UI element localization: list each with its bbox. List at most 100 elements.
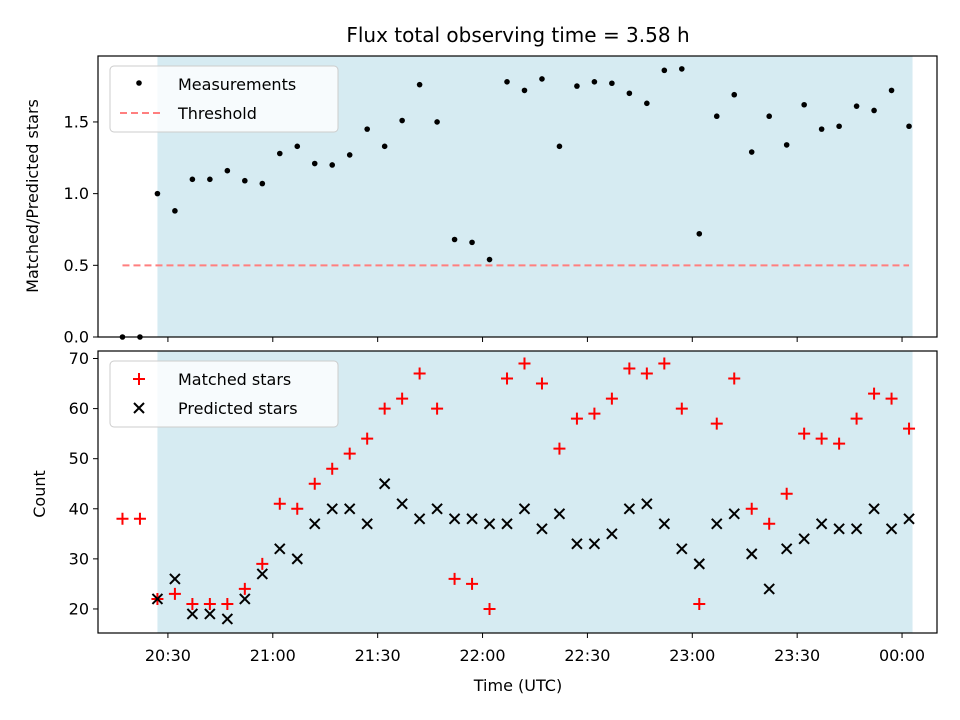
predicted-stars-point	[431, 503, 443, 515]
bottom-plot-marks	[116, 357, 916, 625]
legend-threshold-label: Threshold	[177, 104, 257, 123]
x-tick-label: 00:00	[879, 646, 925, 665]
top-plot-marks	[119, 66, 912, 340]
predicted-stars-point	[536, 523, 548, 535]
measurement-point	[853, 103, 860, 109]
predicted-stars-point	[868, 503, 880, 515]
predicted-stars-point	[746, 548, 758, 560]
measurement-point	[783, 142, 790, 148]
predicted-stars-point	[676, 543, 688, 555]
bottom-x-axis-label: Time (UTC)	[473, 676, 562, 695]
matched-stars-point	[501, 372, 514, 385]
measurement-point	[644, 100, 650, 107]
top-y-axis-label: Matched/Predicted stars	[23, 99, 42, 293]
predicted-stars-point	[378, 478, 391, 490]
matched-stars-point	[763, 517, 776, 530]
predicted-stars-point	[501, 518, 513, 530]
measurement-point	[556, 143, 563, 150]
legend-measurements-swatch	[136, 80, 142, 86]
matched-stars-point	[396, 392, 409, 405]
measurement-point	[224, 167, 231, 174]
matched-stars-point	[623, 362, 636, 375]
predicted-stars-point	[553, 508, 566, 520]
measurement-point	[906, 123, 912, 130]
legend-predicted-label: Predicted stars	[178, 399, 298, 418]
y-tick-label: 0.5	[64, 256, 89, 275]
y-tick-label: 40	[69, 499, 89, 518]
matched-stars-point	[343, 447, 356, 460]
measurement-point	[504, 79, 510, 85]
x-tick-label: 21:00	[250, 646, 296, 665]
predicted-stars-point	[518, 503, 531, 515]
predicted-stars-point	[239, 593, 251, 605]
matched-stars-point	[483, 602, 496, 615]
matched-stars-point	[728, 372, 741, 385]
bottom-y-axis-label: Count	[30, 470, 49, 518]
measurement-point	[713, 113, 720, 120]
matched-stars-point	[291, 502, 304, 515]
measurement-point	[259, 180, 266, 187]
matched-stars-point	[570, 412, 583, 425]
matched-stars-point	[448, 572, 461, 585]
predicted-stars-point	[798, 533, 810, 545]
measurement-point	[591, 79, 598, 85]
matched-stars-point	[798, 427, 811, 440]
predicted-stars-point	[780, 543, 793, 555]
measurement-point	[189, 176, 196, 183]
predicted-stars-point	[641, 498, 653, 510]
top-chart-title: Flux total observing time = 3.58 h	[346, 23, 689, 47]
measurement-point	[381, 143, 388, 150]
measurement-point	[766, 113, 772, 120]
matched-stars-point	[885, 392, 898, 405]
predicted-stars-point	[763, 583, 775, 595]
y-tick-label: 0.0	[64, 328, 89, 347]
predicted-stars-point	[256, 568, 269, 580]
measurement-point	[679, 66, 685, 72]
predicted-stars-point	[361, 518, 373, 530]
predicted-stars-point	[693, 558, 705, 570]
measurement-point	[818, 126, 825, 132]
measurement-point	[364, 126, 370, 132]
predicted-stars-point	[483, 518, 496, 530]
y-tick-label: 1.0	[64, 184, 89, 203]
matched-stars-point	[850, 412, 863, 425]
measurement-point	[871, 107, 877, 114]
x-tick-label: 23:30	[774, 646, 820, 665]
predicted-stars-point	[885, 523, 898, 535]
predicted-stars-point	[606, 528, 618, 540]
x-tick-label: 22:30	[564, 646, 610, 665]
matched-stars-point	[553, 442, 566, 455]
predicted-stars-point	[396, 498, 408, 510]
matched-stars-point	[658, 357, 671, 370]
measurement-point	[276, 150, 283, 157]
matched-stars-point	[693, 597, 706, 610]
y-tick-label: 30	[69, 549, 89, 568]
top-legend-frame	[109, 65, 339, 133]
matched-stars-point	[903, 422, 916, 435]
predicted-stars-point	[221, 613, 234, 625]
matched-stars-point	[168, 587, 181, 600]
matched-stars-point	[780, 487, 793, 500]
measurement-point	[434, 119, 440, 125]
matched-stars-point	[833, 437, 846, 450]
predicted-stars-point	[833, 523, 845, 535]
matched-stars-point	[256, 557, 269, 570]
measurement-point	[207, 176, 213, 183]
predicted-stars-point	[274, 543, 286, 555]
predicted-stars-point	[728, 508, 740, 520]
top-legend: Measurements Threshold	[109, 65, 339, 133]
matched-stars-point	[868, 387, 881, 400]
measurement-point	[172, 208, 178, 214]
matched-stars-point	[116, 512, 129, 525]
measurement-point	[469, 239, 475, 246]
predicted-stars-point	[291, 553, 303, 565]
predicted-stars-point	[186, 608, 199, 620]
y-tick-label: 60	[69, 399, 89, 418]
measurement-point	[609, 80, 615, 87]
y-tick-label: 70	[69, 349, 89, 368]
legend-measurements-label: Measurements	[178, 75, 296, 94]
predicted-stars-point	[169, 573, 181, 585]
measurement-point	[154, 190, 161, 197]
measurement-point	[311, 160, 318, 167]
